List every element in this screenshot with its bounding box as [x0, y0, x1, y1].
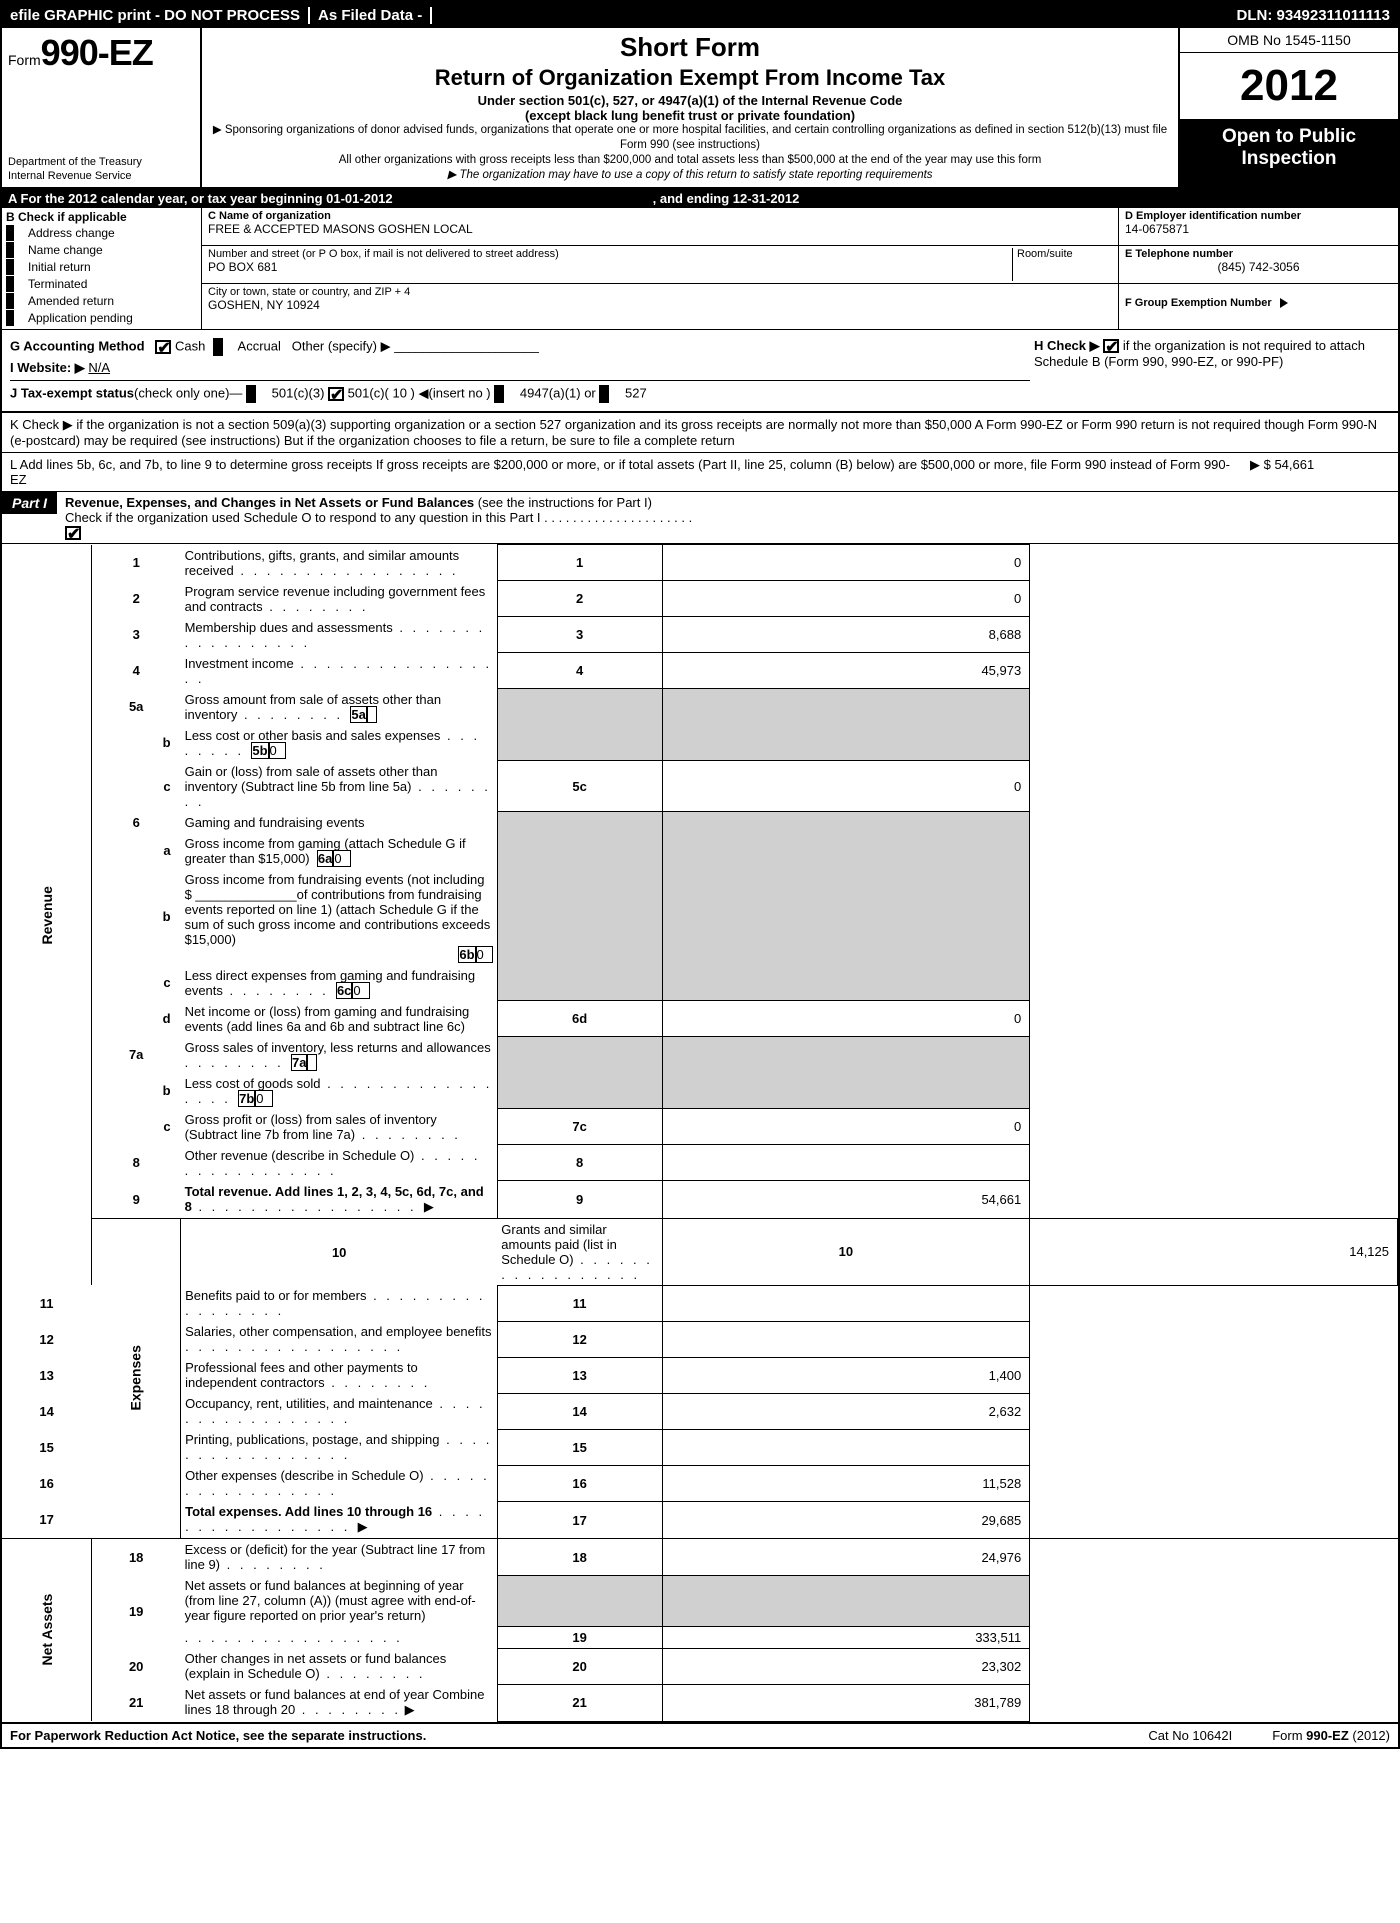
d-label: D Employer identification number	[1125, 210, 1392, 222]
k-text: K Check ▶ if the organization is not a s…	[10, 417, 1377, 448]
cb-address-change[interactable]	[6, 225, 26, 241]
revenue-label: Revenue	[2, 545, 91, 1286]
room-suite-label: Room/suite	[1012, 248, 1112, 281]
lines-table: Revenue 1 Contributions, gifts, grants, …	[2, 544, 1398, 1722]
footer-form: Form 990-EZ (2012)	[1272, 1728, 1390, 1743]
i-label: I Website: ▶	[10, 360, 85, 375]
efile-bar: efile GRAPHIC print - DO NOT PROCESS As …	[2, 2, 1398, 28]
dln: DLN: 93492311011113	[1229, 7, 1398, 24]
org-city: GOSHEN, NY 10924	[208, 298, 1112, 312]
part1-check-note: Check if the organization used Schedule …	[65, 510, 692, 525]
footer-left: For Paperwork Reduction Act Notice, see …	[10, 1728, 1108, 1743]
k-block: K Check ▶ if the organization is not a s…	[2, 412, 1398, 453]
c-addr-label: Number and street (or P O box, if mail i…	[208, 248, 1012, 260]
g-label: G Accounting Method	[10, 338, 145, 353]
header-note3: ▶ The organization may have to use a cop…	[210, 168, 1170, 183]
row-a-tax-year: A For the 2012 calendar year, or tax yea…	[2, 189, 1398, 208]
f-label: F Group Exemption Number	[1125, 297, 1272, 309]
cb-initial-return[interactable]	[6, 259, 26, 275]
cb-527[interactable]	[599, 385, 621, 403]
ein: 14-0675871	[1125, 222, 1392, 236]
c-name-label: C Name of organization	[208, 210, 1112, 222]
dept-treasury: Department of the Treasury	[8, 156, 194, 169]
phone: (845) 742-3056	[1125, 260, 1392, 274]
l-amount: ▶ $ 54,661	[1230, 457, 1390, 487]
netassets-label: Net Assets	[2, 1539, 91, 1722]
website-val: N/A	[88, 360, 110, 375]
c-city-label: City or town, state or country, and ZIP …	[208, 286, 1112, 298]
form-prefix: Form	[8, 52, 41, 68]
header-note1: ▶ Sponsoring organizations of donor advi…	[210, 123, 1170, 153]
efile-mid: As Filed Data -	[308, 7, 432, 24]
dept-irs: Internal Revenue Service	[8, 170, 194, 183]
cb-schedule-o-part1[interactable]	[65, 526, 81, 540]
part1-note: (see the instructions for Part I)	[478, 495, 652, 510]
cb-501c3[interactable]	[246, 385, 268, 403]
expenses-label: Expenses	[91, 1218, 180, 1539]
cb-amended[interactable]	[6, 293, 26, 309]
cb-terminated[interactable]	[6, 276, 26, 292]
cb-accrual[interactable]	[213, 338, 235, 356]
org-name: FREE & ACCEPTED MASONS GOSHEN LOCAL	[208, 222, 1112, 236]
l-block: L Add lines 5b, 6c, and 7b, to line 9 to…	[2, 453, 1398, 492]
cb-application-pending[interactable]	[6, 310, 26, 326]
footer-cat: Cat No 10642I	[1148, 1728, 1232, 1743]
cb-schedule-b[interactable]	[1103, 339, 1119, 353]
cb-name-change[interactable]	[6, 242, 26, 258]
cb-cash[interactable]	[155, 340, 171, 354]
tax-year: 2012	[1180, 53, 1398, 120]
column-c: C Name of organization FREE & ACCEPTED M…	[202, 208, 1118, 329]
part1-header: Part I Revenue, Expenses, and Changes in…	[2, 492, 1398, 545]
part1-title: Revenue, Expenses, and Changes in Net As…	[65, 495, 474, 510]
cb-4947[interactable]	[494, 385, 516, 403]
title-short-form: Short Form	[210, 32, 1170, 63]
subtitle-section: Under section 501(c), 527, or 4947(a)(1)…	[210, 93, 1170, 108]
j-label: J Tax-exempt status	[10, 385, 134, 400]
form-header: Form990-EZ Department of the Treasury In…	[2, 28, 1398, 189]
subtitle-except: (except black lung benefit trust or priv…	[210, 108, 1170, 123]
open-to-public: Open to Public Inspection	[1180, 120, 1398, 187]
header-note2: All other organizations with gross recei…	[210, 153, 1170, 168]
ghij-block: G Accounting Method Cash Accrual Other (…	[2, 330, 1398, 412]
l-text: L Add lines 5b, 6c, and 7b, to line 9 to…	[10, 457, 1230, 487]
org-address: PO BOX 681	[208, 260, 1012, 274]
e-label: E Telephone number	[1125, 248, 1392, 260]
title-return: Return of Organization Exempt From Incom…	[210, 65, 1170, 91]
cb-501c[interactable]	[328, 387, 344, 401]
form-number: 990-EZ	[41, 32, 153, 73]
efile-left: efile GRAPHIC print - DO NOT PROCESS	[2, 7, 308, 24]
form-number-block: Form990-EZ	[8, 32, 194, 74]
arrow-icon	[1280, 298, 1288, 308]
column-def: D Employer identification number 14-0675…	[1118, 208, 1398, 329]
column-b: B Check if applicable Address change Nam…	[2, 208, 202, 329]
h-label: H Check ▶	[1034, 338, 1100, 353]
omb-number: OMB No 1545-1150	[1180, 28, 1398, 53]
b-heading: B Check if applicable	[6, 210, 197, 224]
form-990ez: efile GRAPHIC print - DO NOT PROCESS As …	[0, 0, 1400, 1749]
section-bcdef: B Check if applicable Address change Nam…	[2, 208, 1398, 330]
page-footer: For Paperwork Reduction Act Notice, see …	[2, 1722, 1398, 1747]
part1-label: Part I	[2, 492, 57, 514]
